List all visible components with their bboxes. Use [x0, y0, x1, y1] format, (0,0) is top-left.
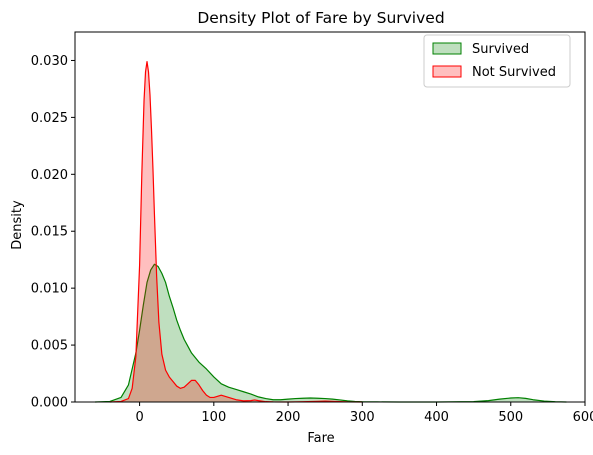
legend: Survived Not Survived	[423, 34, 571, 88]
y-tick-label: 0.020	[31, 168, 68, 183]
plot-frame	[74, 31, 586, 403]
legend-label-not-survived: Not Survived	[472, 65, 556, 80]
legend-label-survived: Survived	[472, 42, 529, 57]
series-fill-survived	[95, 264, 567, 402]
x-tick-label: 0	[135, 410, 143, 425]
x-tick-label: 600	[573, 410, 593, 425]
axes-layer: 0 100 200 300 400 500 600 0.000 0.005 0.010 0.015 0…	[31, 31, 593, 425]
x-tick-label: 200	[276, 410, 301, 425]
x-tick-label: 500	[498, 410, 523, 425]
x-tick-label: 100	[201, 410, 226, 425]
y-tick-label: 0.025	[31, 111, 68, 126]
x-axis-title: Fare	[307, 431, 334, 446]
y-tick-label: 0.010	[31, 282, 68, 297]
y-axis-title: Density	[10, 200, 25, 250]
legend-swatch-not-survived	[432, 65, 462, 78]
x-tick-label: 300	[350, 410, 375, 425]
y-tick-label: 0.030	[31, 54, 68, 69]
y-tick-label: 0.000	[31, 396, 68, 411]
x-tick-label: 400	[424, 410, 449, 425]
legend-swatch-survived	[432, 42, 462, 55]
chart-title: Density Plot of Fare by Survived	[197, 9, 444, 27]
y-tick-label: 0.015	[31, 225, 68, 240]
y-tick-label: 0.005	[31, 339, 68, 354]
